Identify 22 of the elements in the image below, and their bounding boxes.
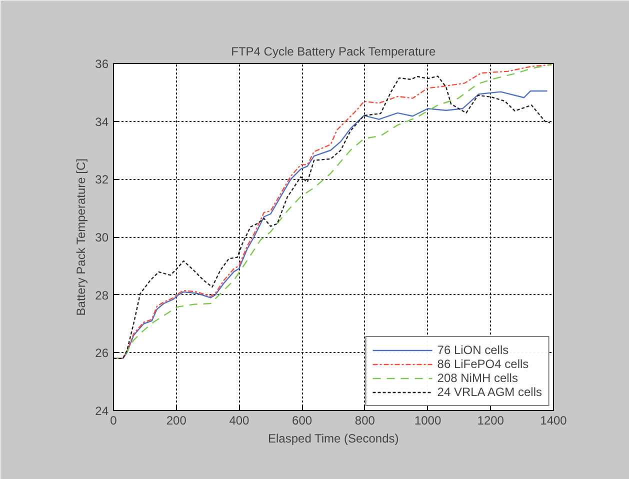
x-tick-label: 600 <box>292 414 312 428</box>
y-tick-label: 36 <box>95 57 109 71</box>
y-tick-label: 28 <box>95 288 109 302</box>
x-tick-label: 1400 <box>540 414 568 428</box>
legend-label: 76 LiON cells <box>437 343 509 357</box>
chart-title: FTP4 Cycle Battery Pack Temperature <box>231 44 436 58</box>
y-tick-label: 24 <box>95 404 109 418</box>
x-tick-label: 1000 <box>414 414 442 428</box>
y-tick-label: 26 <box>95 346 109 360</box>
legend-label: 24 VRLA AGM cells <box>437 385 542 399</box>
x-tick-label: 400 <box>229 414 250 428</box>
y-tick-label: 34 <box>95 114 109 129</box>
legend-label: 86 LiFePO4 cells <box>437 357 529 371</box>
x-tick-label: 1200 <box>477 414 504 428</box>
x-tick-label: 0 <box>110 414 118 428</box>
x-tick-label: 200 <box>166 414 187 428</box>
y-tick-label: 32 <box>95 172 109 187</box>
x-axis-title: Elasped Time (Seconds) <box>268 432 399 446</box>
y-tick-label: 30 <box>95 230 109 244</box>
legend-label: 208 NiMH cells <box>437 371 518 385</box>
y-axis-title: Battery Pack Temperature [C] <box>74 158 88 316</box>
x-tick-label: 800 <box>354 414 376 428</box>
